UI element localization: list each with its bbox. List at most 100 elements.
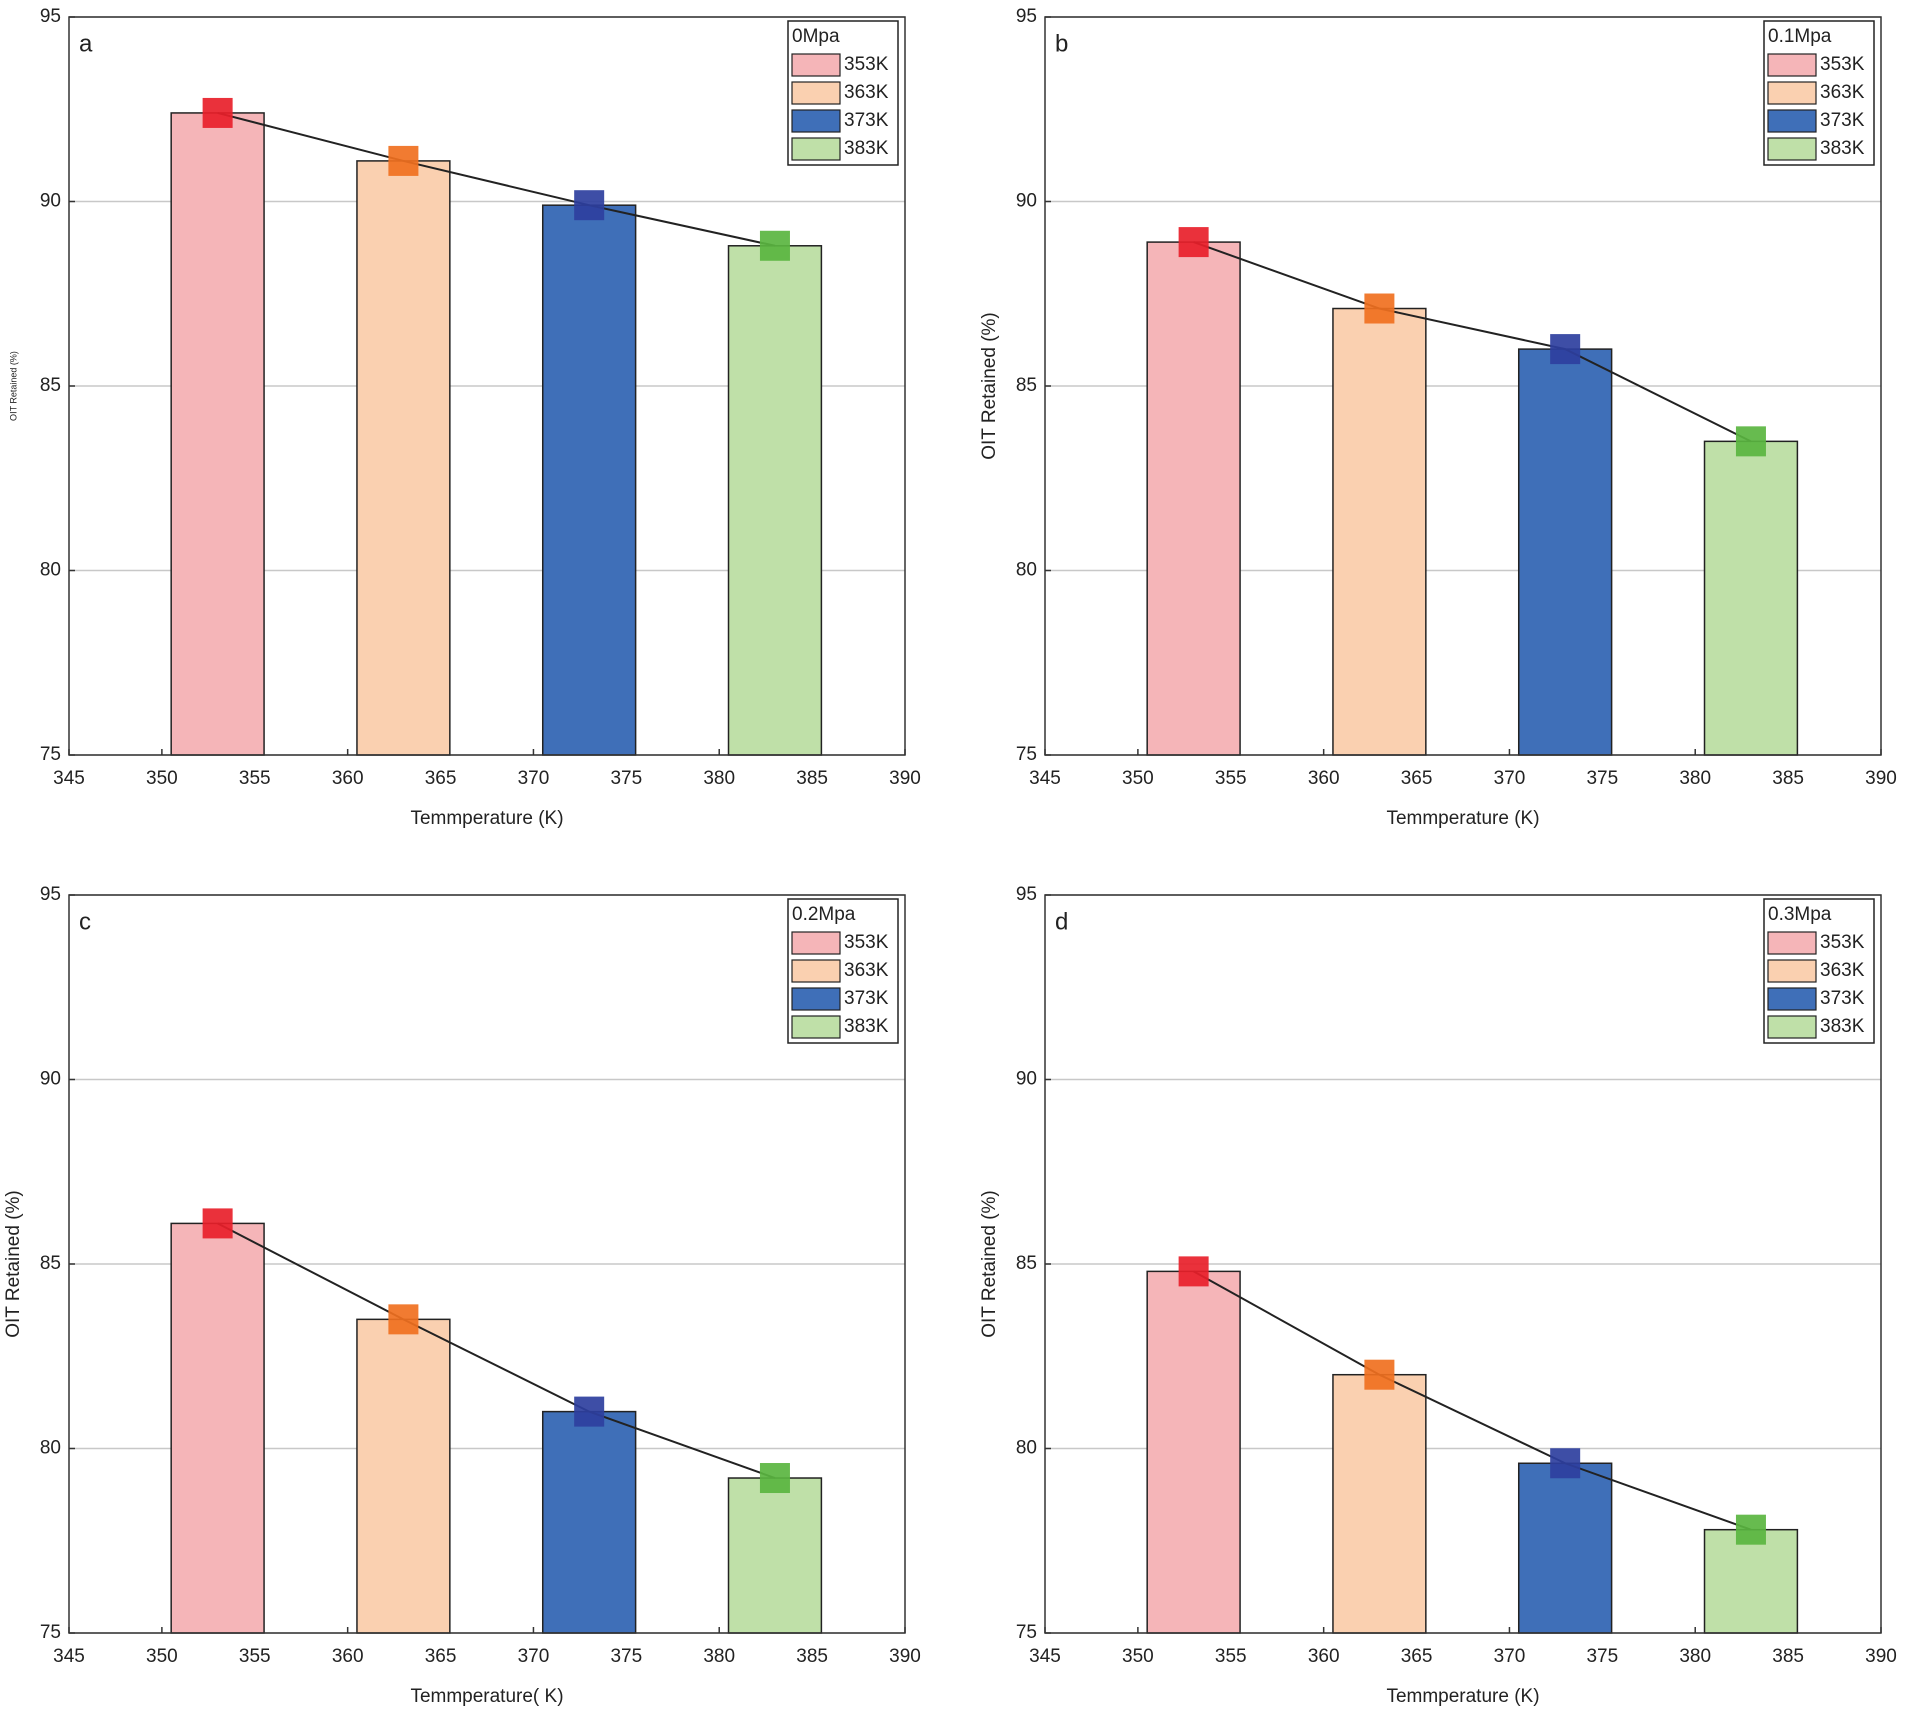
bar xyxy=(1703,440,1799,756)
y-axis-label: OIT Retained (%) xyxy=(979,312,1000,459)
x-tick-label: 385 xyxy=(1772,1646,1804,1667)
x-axis-label: Temmperature (K) xyxy=(410,808,563,829)
y-tick-label: 80 xyxy=(40,560,61,581)
marker xyxy=(388,1304,419,1335)
trend-line xyxy=(217,111,776,247)
y-tick-label: 95 xyxy=(40,6,61,27)
x-tick-label: 390 xyxy=(1865,768,1897,789)
x-tick-label: 345 xyxy=(53,1646,85,1667)
bar xyxy=(170,112,265,756)
bar xyxy=(1703,1528,1799,1634)
marker xyxy=(759,1463,790,1494)
legend-label: 383K xyxy=(1820,1016,1865,1037)
plot-frame xyxy=(1044,894,1882,1634)
plot-frame xyxy=(68,16,906,756)
legend-label: 383K xyxy=(844,138,889,159)
legend-swatch xyxy=(1767,1015,1817,1039)
x-axis-label: Temmperature (K) xyxy=(1386,1686,1539,1707)
legend-swatch xyxy=(1767,931,1817,955)
y-axis-label: OIT Retained (%) xyxy=(979,1190,1000,1337)
x-tick-label: 375 xyxy=(1586,768,1618,789)
panel: 75 80 85 90 95 345 350 355 360 365 370 375 380 385 390… xyxy=(979,6,1897,829)
marker xyxy=(202,97,233,128)
marker xyxy=(1364,293,1395,324)
y-axis-label: OIT Retained (%) xyxy=(8,351,18,421)
y-tick-label: 85 xyxy=(40,375,61,396)
x-tick-label: 350 xyxy=(1122,768,1154,789)
bar xyxy=(1517,1462,1613,1634)
y-tick-label: 75 xyxy=(40,744,61,765)
x-tick-label: 380 xyxy=(1679,768,1711,789)
y-tick-label: 75 xyxy=(40,1622,61,1643)
bar xyxy=(727,1477,823,1634)
x-tick-label: 375 xyxy=(610,1646,642,1667)
panel: 75 80 85 90 95 345 350 355 360 365 370 375 380 385 390… xyxy=(979,884,1897,1707)
marker xyxy=(388,145,419,176)
panel: 75 80 85 90 95 345 350 355 360 365 370 375 380 385 390… xyxy=(3,884,921,1707)
legend-label: 363K xyxy=(1820,960,1865,981)
x-tick-label: 365 xyxy=(1401,768,1433,789)
marker xyxy=(1178,1256,1209,1287)
legend-swatch xyxy=(1767,987,1817,1011)
x-tick-label: 370 xyxy=(518,1646,550,1667)
y-tick-label: 85 xyxy=(1016,375,1037,396)
y-tick-label: 80 xyxy=(1016,1438,1037,1459)
x-tick-label: 365 xyxy=(1401,1646,1433,1667)
marker xyxy=(1550,1448,1581,1479)
panel: 75 80 85 90 95 345 350 355 360 365 370 375 380 385 390… xyxy=(8,6,920,829)
y-tick-label: 90 xyxy=(1016,1069,1037,1090)
y-tick-label: 75 xyxy=(1016,1622,1037,1643)
legend-swatch xyxy=(791,81,841,105)
x-tick-label: 390 xyxy=(889,768,921,789)
legend-swatch xyxy=(791,53,841,77)
bar xyxy=(541,1410,637,1634)
bar xyxy=(541,204,637,756)
y-tick-label: 80 xyxy=(40,1438,61,1459)
x-tick-label: 345 xyxy=(1029,768,1061,789)
x-tick-label: 345 xyxy=(53,768,85,789)
x-axis-label: Temmperature( K) xyxy=(410,1686,563,1707)
legend-swatch xyxy=(791,137,841,161)
legend-swatch xyxy=(1767,81,1817,105)
marker xyxy=(1735,426,1766,457)
y-tick-label: 75 xyxy=(1016,744,1037,765)
legend-label: 353K xyxy=(844,932,889,953)
panel-label: a xyxy=(79,30,93,57)
x-tick-label: 360 xyxy=(1308,1646,1340,1667)
legend-label: 363K xyxy=(844,960,889,981)
x-tick-label: 350 xyxy=(146,768,178,789)
x-tick-label: 360 xyxy=(1308,768,1340,789)
legend-label: 373K xyxy=(1820,110,1865,131)
bar xyxy=(1146,241,1241,756)
y-tick-label: 90 xyxy=(40,191,61,212)
legend-label: 353K xyxy=(1820,932,1865,953)
legend-swatch xyxy=(1767,959,1817,983)
legend-label: 353K xyxy=(844,54,889,75)
legend-swatch xyxy=(791,931,841,955)
legend-label: 363K xyxy=(1820,82,1865,103)
legend-label: 383K xyxy=(1820,138,1865,159)
x-tick-label: 390 xyxy=(889,1646,921,1667)
x-tick-label: 365 xyxy=(425,1646,457,1667)
x-tick-label: 365 xyxy=(425,768,457,789)
x-tick-label: 385 xyxy=(1772,768,1804,789)
panel-label: d xyxy=(1055,908,1068,935)
legend-label: 373K xyxy=(1820,988,1865,1009)
bar xyxy=(1332,307,1427,756)
x-tick-label: 375 xyxy=(1586,1646,1618,1667)
plot-frame xyxy=(1044,16,1882,756)
y-tick-label: 80 xyxy=(1016,560,1037,581)
legend-swatch xyxy=(791,959,841,983)
x-tick-label: 390 xyxy=(1865,1646,1897,1667)
y-tick-label: 95 xyxy=(1016,884,1037,905)
marker xyxy=(202,1208,233,1239)
y-tick-label: 95 xyxy=(1016,6,1037,27)
x-tick-label: 355 xyxy=(239,1646,271,1667)
legend-title: 0Mpa xyxy=(792,26,840,47)
legend-swatch xyxy=(791,987,841,1011)
bar xyxy=(1332,1373,1427,1634)
legend-swatch xyxy=(1767,109,1817,133)
x-tick-label: 360 xyxy=(332,1646,364,1667)
legend-label: 363K xyxy=(844,82,889,103)
